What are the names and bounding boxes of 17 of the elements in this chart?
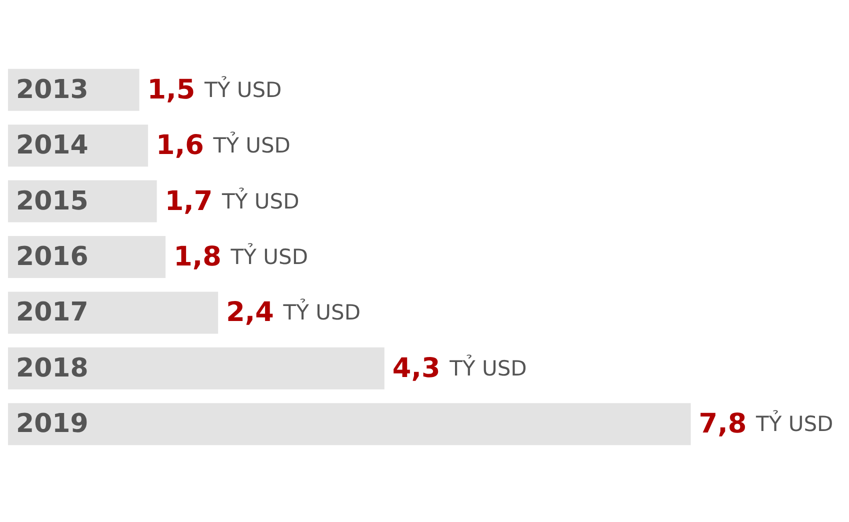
- data-label: 4,3 TỶ USD: [392, 352, 527, 384]
- y-tick-label: 2013: [16, 74, 88, 105]
- data-label: 1,5 TỶ USD: [147, 74, 282, 106]
- data-label: 2,4 TỶ USD: [226, 297, 361, 328]
- y-tick-label: 2014: [16, 130, 88, 161]
- bar: [8, 403, 691, 446]
- data-label: 1,8 TỶ USD: [174, 242, 308, 272]
- y-tick-label: 2016: [16, 242, 88, 272]
- y-tick-label: 2018: [16, 353, 88, 384]
- y-tick-label: 2017: [16, 298, 88, 328]
- data-label: 7,8 TỶ USD: [698, 408, 834, 440]
- bar: [8, 347, 384, 390]
- data-label: 1,7 TỶ USD: [164, 186, 300, 217]
- bar: [8, 292, 218, 334]
- y-tick-label: 2015: [16, 186, 88, 216]
- data-label: 1,6 TỶ USD: [156, 130, 290, 162]
- y-tick-label: 2019: [16, 409, 88, 440]
